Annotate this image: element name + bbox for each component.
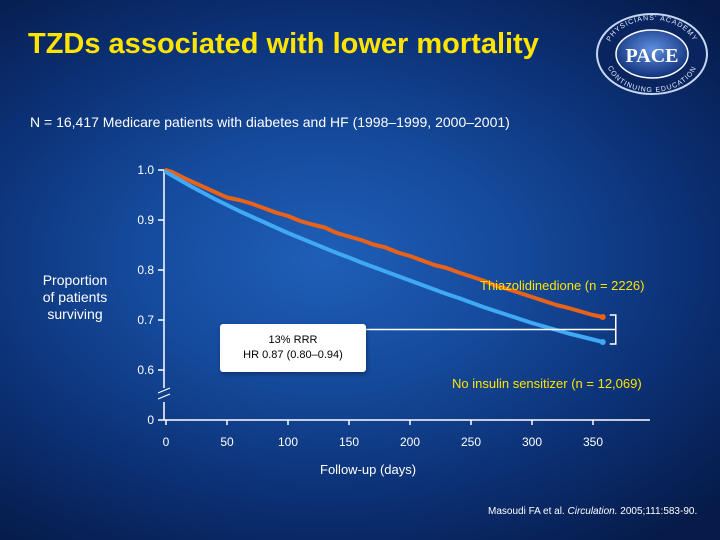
series-line-no-insulin-sensitizer — [164, 170, 605, 344]
hr-bracket — [366, 314, 617, 345]
y-axis-label-line-2: of patients — [42, 289, 108, 305]
y-tick-label: 0.8 — [137, 263, 154, 277]
x-tick-label: 50 — [220, 435, 234, 449]
logo-main-text: PACE — [626, 45, 679, 67]
series-line-tzd — [164, 168, 605, 319]
series-line-no-insulin-sensitizer-endpoint — [599, 339, 606, 345]
citation-authors: Masoudi FA et al. — [488, 506, 568, 517]
x-tick-label: 100 — [278, 435, 298, 449]
citation-details: 2005;111:583-90. — [617, 506, 698, 517]
y-axis-label-line-1: Proportion — [42, 272, 108, 288]
y-tick-label: 0.6 — [137, 363, 154, 377]
x-tick-label: 300 — [522, 435, 542, 449]
citation: Masoudi FA et al. Circulation. 2005;111:… — [488, 506, 697, 517]
x-tick-label: 200 — [400, 435, 420, 449]
hazard-ratio-box: 13% RRR HR 0.87 (0.80–0.94) — [220, 324, 366, 372]
page-title: TZDs associated with lower mortality — [28, 28, 539, 60]
x-axis-label: Follow-up (days) — [320, 462, 417, 477]
y-tick-label: 1.0 — [137, 163, 154, 177]
citation-journal: Circulation. — [567, 506, 618, 517]
series-label-no-insulin-sensitizer: No insulin sensitizer (n = 12,069) — [452, 376, 642, 391]
y-axis-label-line-3: surviving — [47, 306, 103, 322]
hazard-ratio-rrr: 13% RRR — [268, 334, 318, 346]
y-tick-label: 0.9 — [137, 213, 154, 227]
series-line-tzd-endpoint — [599, 314, 606, 320]
chart-axes: 1.0 0.9 0.8 0.7 0.6 00 50 100 150 200 250 300 350 — [137, 163, 650, 449]
chart-series — [164, 168, 606, 345]
x-tick-label: 150 — [339, 435, 359, 449]
hazard-ratio-value: HR 0.87 (0.80–0.94) — [243, 349, 343, 361]
x-tick-label: 350 — [583, 435, 603, 449]
pace-logo-icon: PACE PHYSICIANS' ACADEMY CONTINUING EDUC… — [596, 13, 708, 95]
series-label-tzd: Thiazolidinedione (n = 2226) — [480, 278, 645, 293]
x-tick-label: 250 — [461, 435, 481, 449]
y-axis-label: Proportion of patients surviving — [26, 272, 124, 323]
pace-logo: PACE PHYSICIANS' ACADEMY CONTINUING EDUC… — [594, 12, 710, 96]
axis-break-mark-1 — [157, 387, 171, 394]
x-tick-label: 0 — [163, 435, 170, 449]
axis-break-mark-2 — [157, 393, 171, 400]
y-tick-label: 0.7 — [137, 313, 154, 327]
subtitle: N = 16,417 Medicare patients with diabet… — [30, 114, 510, 130]
y-tick-label: 0 — [147, 413, 154, 427]
